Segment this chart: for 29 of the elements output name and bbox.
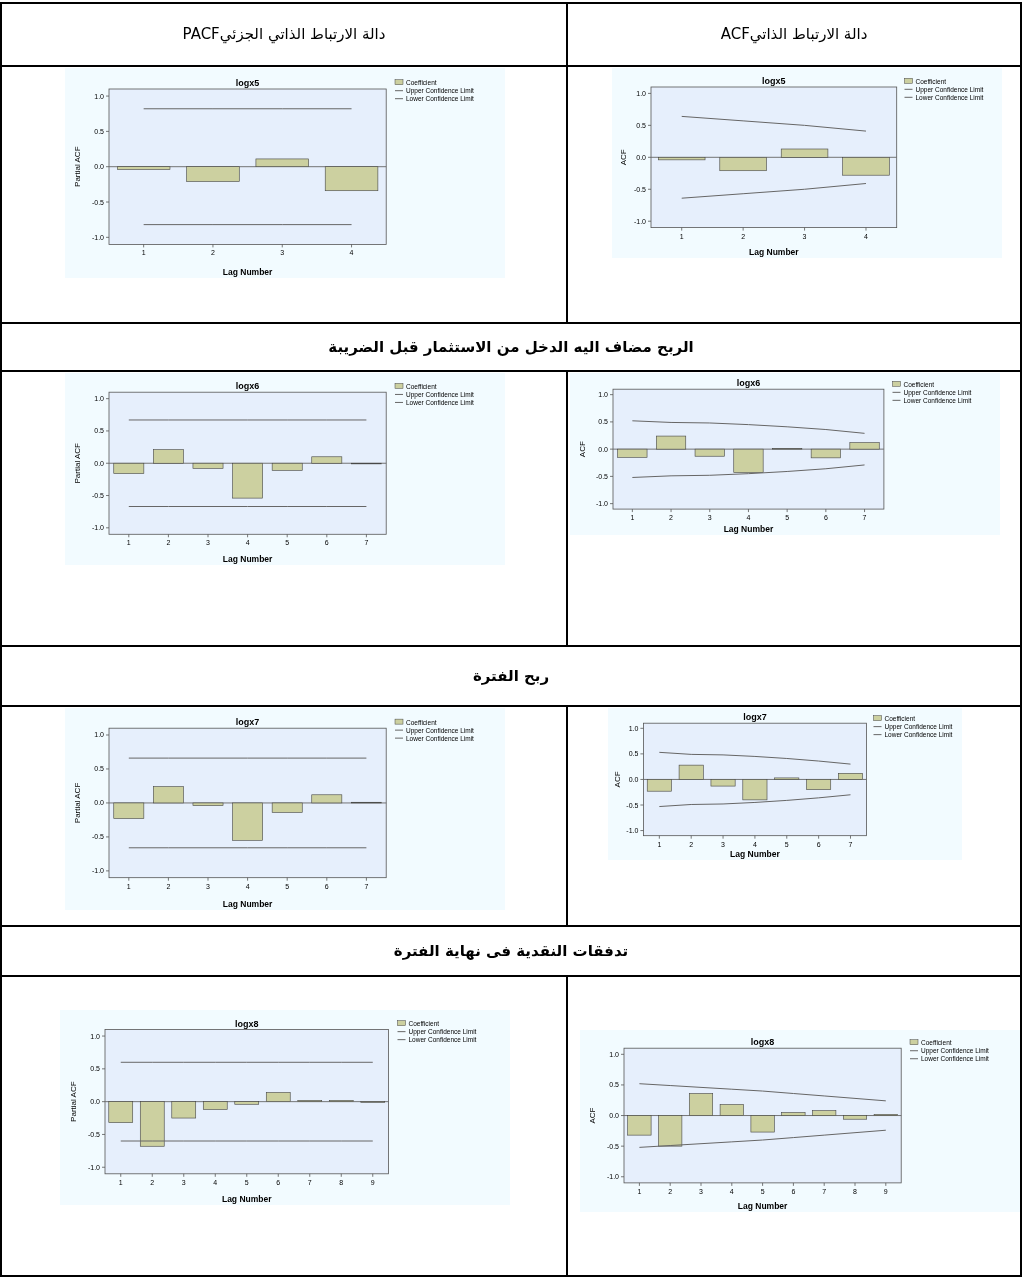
chart-title: logx8: [234, 1018, 259, 1029]
chart-title: logx8: [750, 1037, 775, 1048]
y-axis-title: Partial ACF: [68, 1081, 78, 1122]
y-axis-title: ACF: [618, 149, 628, 166]
y-axis-title: Partial ACF: [73, 146, 83, 187]
text: الربح مضاف اليه الدخل من الاستثمار قبل الضريبة: [328, 338, 694, 356]
y-axis-title: ACF: [588, 1107, 598, 1124]
chart-title: logx6: [235, 381, 260, 392]
x-axis-title: Lag Number: [737, 1201, 789, 1211]
text: دالة الارتباط الذاتي الجزئيPACF: [182, 25, 386, 43]
y-axis-title: ACF: [613, 771, 623, 788]
chart-title: logx5: [235, 78, 260, 88]
text: دالة الارتباط الذاتيACF: [720, 25, 868, 43]
text: تدفقات النقدية فى نهاية الفترة: [393, 942, 629, 960]
y-axis-title: Partial ACF: [73, 782, 83, 824]
chart-title: logx7: [235, 717, 260, 728]
x-axis-title: Lag Number: [723, 524, 774, 534]
x-axis-title: Lag Number: [730, 849, 781, 859]
y-axis-title: Partial ACF: [73, 442, 83, 484]
x-axis-title: Lag Number: [222, 554, 274, 564]
x-axis-title: Lag Number: [222, 267, 274, 277]
chart-title: logx6: [736, 378, 761, 389]
text: ربح الفترة: [472, 667, 550, 685]
chart-title: logx7: [743, 712, 767, 723]
y-axis-title: ACF: [578, 441, 588, 458]
x-axis-title: Lag Number: [221, 1194, 273, 1204]
x-axis-title: Lag Number: [749, 247, 800, 257]
x-axis-title: Lag Number: [222, 899, 274, 909]
chart-title: logx5: [762, 76, 786, 86]
